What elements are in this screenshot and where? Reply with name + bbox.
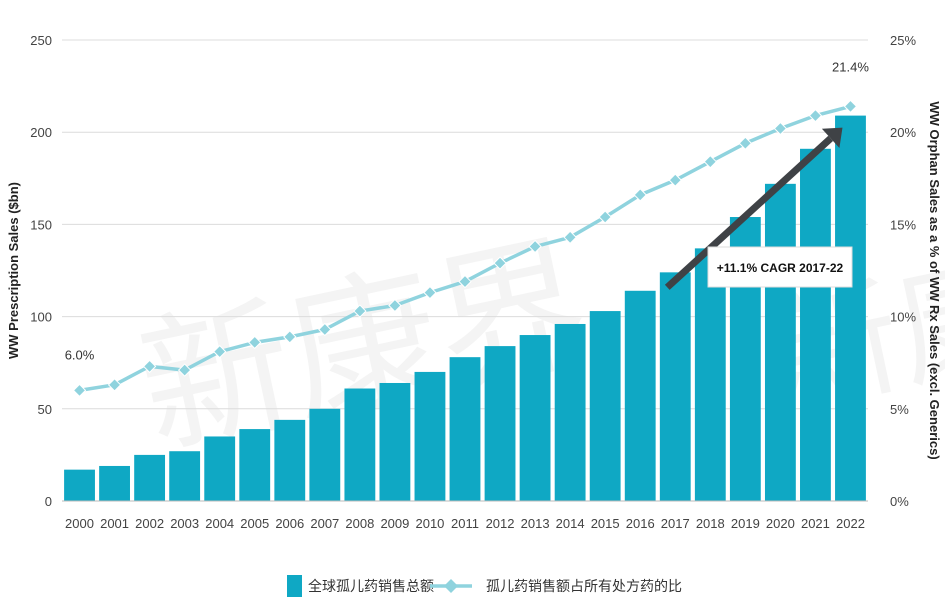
bar xyxy=(554,323,586,501)
x-tick-label: 2013 xyxy=(521,516,550,531)
legend: 全球孤儿药销售总额 孤儿药销售额占所有处方药的比 xyxy=(287,575,682,597)
y2-tick-label: 0% xyxy=(890,494,909,509)
data-label-first: 6.0% xyxy=(65,347,95,362)
legend-label-bar: 全球孤儿药销售总额 xyxy=(308,578,434,595)
line-point xyxy=(528,239,542,254)
x-tick-label: 2011 xyxy=(451,516,479,531)
line-point xyxy=(107,378,122,392)
line-point xyxy=(563,230,577,245)
y2-tick-label: 5% xyxy=(890,402,909,417)
x-tick-label: 2003 xyxy=(170,516,199,531)
bar xyxy=(169,451,201,501)
bar xyxy=(449,357,481,501)
bar xyxy=(764,183,796,501)
line-point xyxy=(142,359,157,374)
y-tick-label: 150 xyxy=(30,217,52,232)
line-point xyxy=(598,210,612,224)
bar xyxy=(519,335,551,501)
x-tick-label: 2009 xyxy=(380,516,409,531)
line-point xyxy=(843,99,858,114)
bar xyxy=(239,429,271,501)
cagr-label: +11.1% CAGR 2017-22 xyxy=(717,261,844,275)
y-tick-label: 0 xyxy=(45,494,52,509)
line-point xyxy=(248,335,262,350)
bar xyxy=(624,290,656,501)
axes: 0 50 100 150 200 250 0% 5% 10% 15% 20% 25% 2000 2001 2… xyxy=(6,33,942,531)
bar xyxy=(694,248,726,501)
bar xyxy=(134,454,166,501)
line-point xyxy=(703,154,718,169)
bar xyxy=(309,408,341,501)
x-tick-label: 2019 xyxy=(731,516,760,531)
line-point xyxy=(458,274,472,289)
line-point xyxy=(388,298,402,313)
bar xyxy=(484,346,516,501)
y2-tick-label: 25% xyxy=(890,33,916,48)
x-tick-label: 2004 xyxy=(205,516,234,531)
x-tick-label: 2000 xyxy=(65,516,94,531)
line-point xyxy=(668,173,682,187)
x-tick-label: 2018 xyxy=(696,516,725,531)
data-label-last: 21.4% xyxy=(832,59,869,74)
line-point xyxy=(423,285,437,300)
bar xyxy=(274,419,306,501)
cagr-arrow-shaft xyxy=(664,135,834,290)
y2-tick-label: 20% xyxy=(890,125,916,140)
x-tick-label: 2020 xyxy=(766,516,795,531)
line-point xyxy=(808,108,823,123)
bar xyxy=(64,469,95,501)
x-tick-label: 2014 xyxy=(556,516,585,531)
line-point xyxy=(493,256,507,270)
legend-label-line: 孤儿药销售额占所有处方药的比 xyxy=(486,579,682,595)
line-point xyxy=(283,330,297,344)
legend-swatch-bar xyxy=(287,575,302,597)
bar xyxy=(414,371,446,501)
x-tick-label: 2007 xyxy=(310,516,339,531)
y2-axis-title: WW Orphan Sales as a % of WW Rx Sales (e… xyxy=(927,101,942,459)
y2-tick-label: 10% xyxy=(890,310,916,325)
bar xyxy=(379,382,411,501)
line-point xyxy=(738,136,753,150)
legend-swatch-marker xyxy=(444,579,458,593)
line-point xyxy=(353,304,367,318)
y2-tick-label: 15% xyxy=(890,217,916,232)
bar xyxy=(204,436,236,501)
x-tick-label: 2010 xyxy=(415,516,444,531)
y-axis-title: WW Prescription Sales ($bn) xyxy=(6,182,21,359)
line-point xyxy=(212,344,227,359)
cagr-arrow-head xyxy=(821,127,843,148)
y-tick-label: 50 xyxy=(38,402,52,417)
x-tick-label: 2002 xyxy=(135,516,164,531)
annotations: +11.1% CAGR 2017-22 xyxy=(664,127,853,290)
cagr-box xyxy=(707,246,853,288)
x-tick-label: 2008 xyxy=(345,516,374,531)
line-point xyxy=(177,363,192,377)
bar xyxy=(99,465,130,501)
x-tick-label: 2021 xyxy=(801,516,830,531)
bar xyxy=(800,148,831,501)
x-tick-label: 2006 xyxy=(275,516,304,531)
bar xyxy=(344,388,376,501)
y-tick-label: 200 xyxy=(30,125,52,140)
x-tick-label: 2016 xyxy=(626,516,655,531)
x-tick-label: 2015 xyxy=(591,516,620,531)
x-tick-label: 2017 xyxy=(661,516,690,531)
x-tick-label: 2022 xyxy=(836,516,865,531)
bar xyxy=(835,115,866,501)
y-tick-label: 100 xyxy=(30,310,52,325)
y-tick-label: 250 xyxy=(30,33,52,48)
x-tick-label: 2012 xyxy=(486,516,515,531)
line-point xyxy=(72,383,87,398)
line-series: 6.0% 21.4% xyxy=(65,59,869,398)
line-point xyxy=(318,322,332,337)
line-point xyxy=(633,188,647,202)
bar xyxy=(659,272,691,501)
bar xyxy=(589,311,621,501)
line-point xyxy=(773,121,788,136)
x-tick-label: 2005 xyxy=(240,516,269,531)
x-tick-label: 2001 xyxy=(100,516,129,531)
